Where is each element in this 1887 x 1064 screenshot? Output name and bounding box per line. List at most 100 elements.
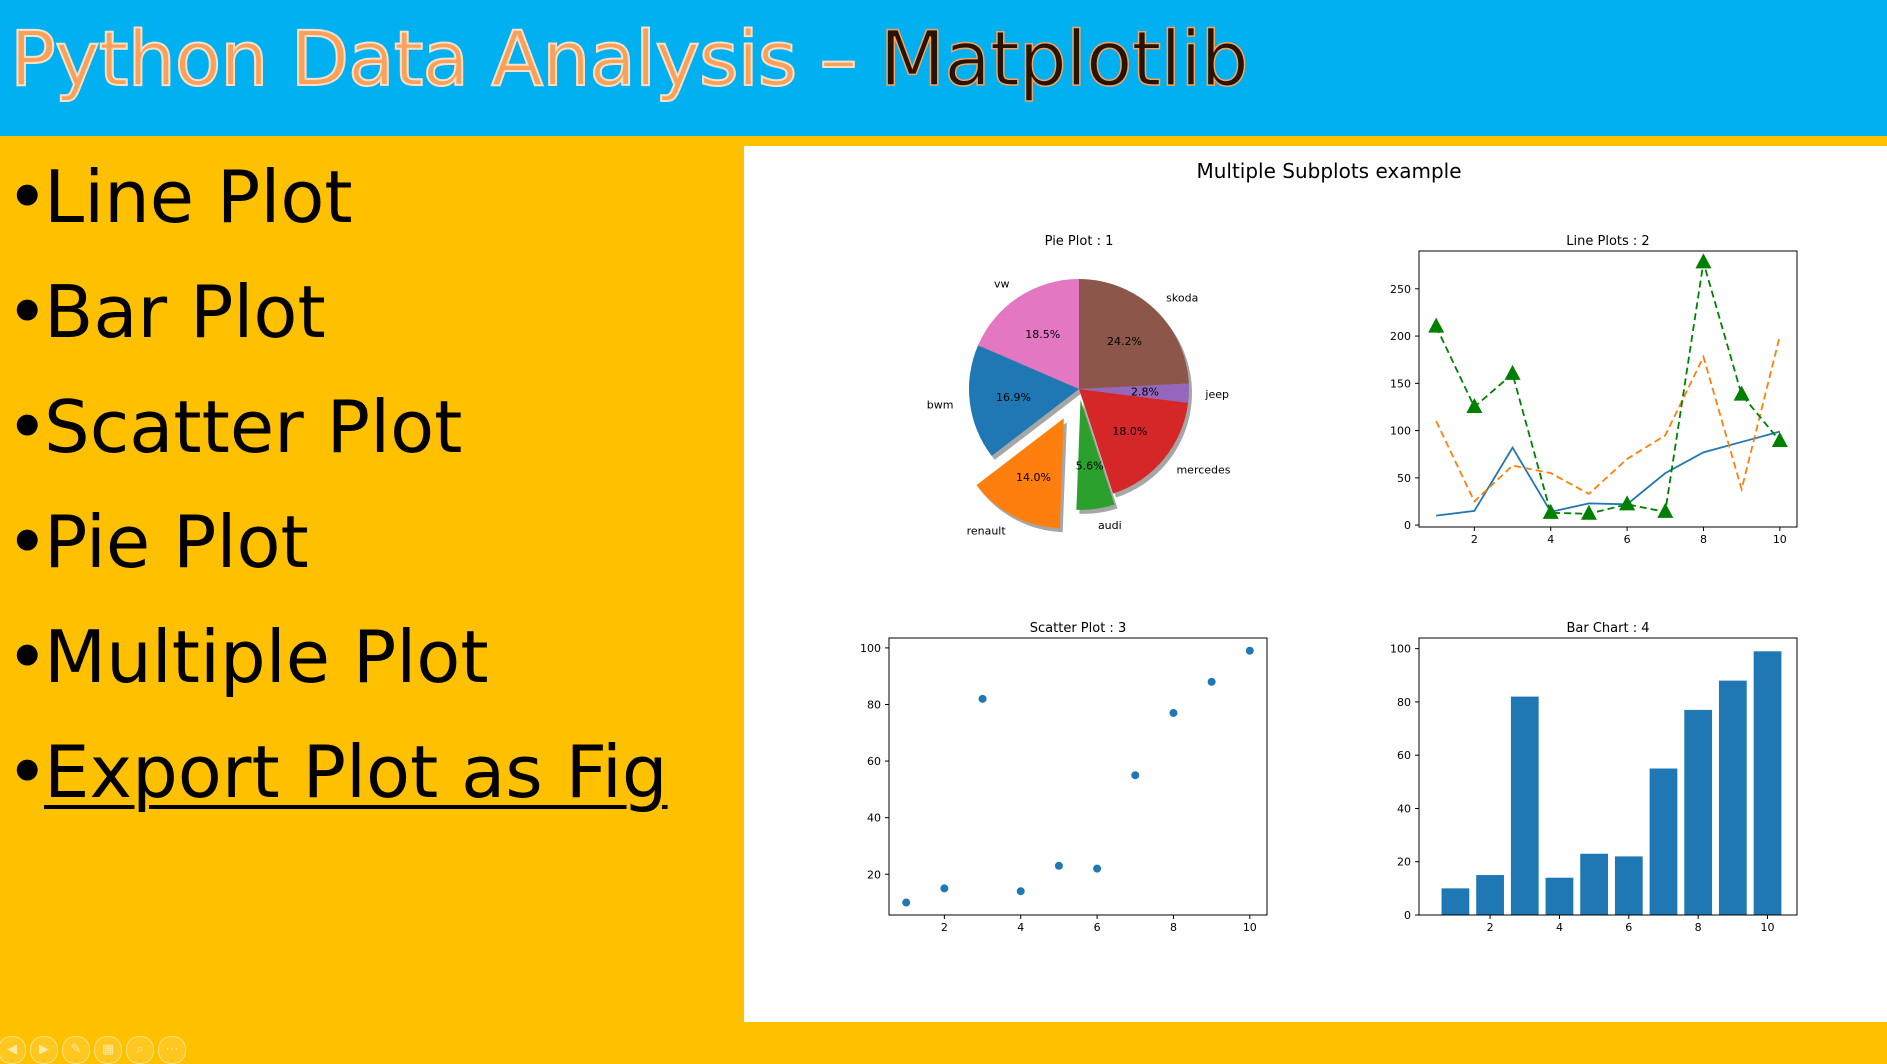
triangle-marker xyxy=(1542,503,1559,519)
x-tick-label: 8 xyxy=(1695,921,1702,934)
axes-frame xyxy=(1418,637,1798,916)
pie-label: bwm xyxy=(927,398,954,411)
bar xyxy=(1684,709,1713,915)
x-tick-label: 10 xyxy=(1761,921,1775,934)
triangle-marker xyxy=(1695,253,1712,269)
triangle-marker xyxy=(1657,502,1674,518)
pie-label: mercedes xyxy=(1176,464,1230,477)
line-series-1 xyxy=(1436,430,1781,517)
bullet-item[interactable]: •Export Plot as Fig xyxy=(6,715,668,830)
pie-label: jeep xyxy=(1204,388,1229,401)
y-tick-label: 100 xyxy=(1390,643,1411,656)
y-tick-label: 20 xyxy=(867,868,881,881)
x-tick-label: 4 xyxy=(1556,921,1563,934)
pie-label: renault xyxy=(967,525,1007,538)
pie-label: vw xyxy=(994,277,1010,290)
slides-grid-icon[interactable]: ▦ xyxy=(94,1036,122,1064)
bullet-text: Pie Plot xyxy=(44,500,309,584)
slide-title-part1: Python Data Analysis – xyxy=(9,13,880,104)
pie-label: audi xyxy=(1098,519,1122,532)
y-tick-label: 200 xyxy=(1390,330,1411,343)
bar xyxy=(1476,875,1504,915)
scatter-point xyxy=(1245,646,1254,655)
pie-pct-label: 24.2% xyxy=(1107,335,1142,348)
matplotlib-figure: Multiple Subplots example Pie Plot : 1 vw… xyxy=(744,146,1887,1022)
bar xyxy=(1545,877,1574,915)
scatter-point xyxy=(1016,887,1025,896)
y-tick-label: 250 xyxy=(1390,283,1411,296)
x-tick-label: 6 xyxy=(1624,533,1631,546)
triangle-marker xyxy=(1619,495,1636,511)
figure-canvas: Multiple Subplots example Pie Plot : 1 vw… xyxy=(860,159,1798,934)
scatter-point xyxy=(940,884,949,893)
pie-pct-label: 2.8% xyxy=(1131,385,1159,398)
bar xyxy=(1649,768,1678,915)
y-tick-label: 80 xyxy=(867,698,881,711)
pie-slice-jeep xyxy=(1079,383,1189,403)
slide-title: Python Data Analysis – Matplotlib xyxy=(9,13,1250,104)
bullet-glyph: • xyxy=(6,615,49,699)
zoom-icon[interactable]: ⌕ xyxy=(126,1036,154,1064)
bullet-text: Bar Plot xyxy=(44,270,326,354)
triangle-marker xyxy=(1733,385,1750,401)
pen-icon[interactable]: ✎ xyxy=(62,1036,90,1064)
y-tick-label: 0 xyxy=(1404,519,1411,532)
y-tick-label: 50 xyxy=(1397,472,1411,485)
pie-pct-label: 18.5% xyxy=(1025,328,1060,341)
slide-header: Python Data Analysis – Matplotlib xyxy=(0,0,1887,136)
bullet-text: Line Plot xyxy=(44,155,353,239)
x-tick-label: 6 xyxy=(1625,921,1632,934)
bullet-glyph: • xyxy=(6,385,49,469)
scatter-subplot: Scatter Plot : 3 2 4 6 8 10 20 40 60 80 100 xyxy=(860,621,1268,934)
y-tick-label: 80 xyxy=(1397,696,1411,709)
bar xyxy=(1441,888,1470,915)
bar xyxy=(1510,696,1539,915)
pie-slice-mercedes xyxy=(1079,389,1189,494)
bullet-item: •Scatter Plot xyxy=(6,370,668,485)
triangle-marker xyxy=(1504,364,1521,380)
line-series-2 xyxy=(1435,335,1781,503)
slide-title-part2: Matplotlib xyxy=(879,13,1250,104)
bullet-item: •Line Plot xyxy=(6,140,668,255)
pie-slice-bwm xyxy=(969,345,1079,456)
bullet-item: •Multiple Plot xyxy=(6,600,668,715)
pie-slice-renault xyxy=(976,418,1064,529)
scatter-point xyxy=(1054,861,1063,870)
subplot-title: Line Plots : 2 xyxy=(1566,234,1649,249)
scatter-point xyxy=(978,694,987,703)
triangle-marker xyxy=(1428,317,1445,333)
x-tick-label: 8 xyxy=(1170,921,1177,934)
line-series-3 xyxy=(1435,262,1781,515)
x-tick-label: 6 xyxy=(1094,921,1101,934)
axes-frame xyxy=(888,637,1268,916)
bullet-link-text[interactable]: Export Plot as Fig xyxy=(44,730,668,814)
bar xyxy=(1718,680,1747,915)
scatter-point xyxy=(1093,864,1102,873)
scatter-point xyxy=(902,898,911,907)
scatter-point xyxy=(1131,771,1140,780)
bar xyxy=(1753,651,1782,915)
pie-slice-vw xyxy=(978,279,1079,389)
x-tick-label: 10 xyxy=(1243,921,1257,934)
slideshow-controls: ◀ ▶ ✎ ▦ ⌕ ⋯ xyxy=(0,1036,240,1064)
y-tick-label: 20 xyxy=(1397,856,1411,869)
x-tick-label: 2 xyxy=(1471,533,1478,546)
y-tick-label: 40 xyxy=(1397,802,1411,815)
next-icon[interactable]: ▶ xyxy=(30,1036,58,1064)
previous-icon[interactable]: ◀ xyxy=(0,1036,26,1064)
triangle-marker xyxy=(1466,397,1483,413)
more-options-icon[interactable]: ⋯ xyxy=(158,1036,186,1064)
subplot-title: Pie Plot : 1 xyxy=(1045,234,1114,249)
y-tick-label: 60 xyxy=(1397,749,1411,762)
bullet-glyph: • xyxy=(6,730,49,814)
bar xyxy=(1614,856,1643,915)
y-tick-label: 60 xyxy=(867,755,881,768)
figure-suptitle: Multiple Subplots example xyxy=(1196,159,1461,183)
pie-pct-label: 18.0% xyxy=(1112,425,1147,438)
y-tick-label: 100 xyxy=(860,642,881,655)
x-tick-label: 2 xyxy=(941,921,948,934)
bullet-glyph: • xyxy=(6,270,49,354)
y-tick-label: 40 xyxy=(867,812,881,825)
bar xyxy=(1580,853,1608,915)
